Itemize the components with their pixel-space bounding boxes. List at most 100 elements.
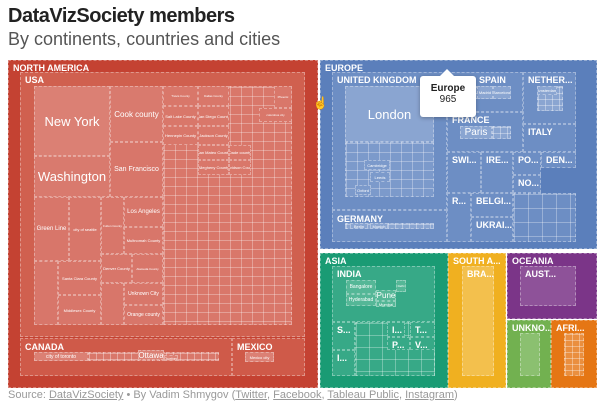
facebook-link[interactable]: Facebook <box>273 389 322 401</box>
footer: Source: DataVizSociety • By Vadim Shmygo… <box>8 389 458 401</box>
city-san-francisco[interactable]: San Francisco <box>110 142 163 197</box>
city-leeds[interactable]: Leeds <box>370 172 390 182</box>
country-label: SPAIN <box>479 75 506 85</box>
city-barcelona[interactable]: Barcelona <box>493 86 511 99</box>
city-multnomah-county[interactable]: Multnomah County <box>124 227 163 254</box>
city-dade-county[interactable]: Dade county <box>229 145 251 160</box>
country-label: CANADA <box>25 342 64 352</box>
country-label: I... <box>337 353 348 363</box>
country-label: UNITED KINGDOM <box>337 75 417 85</box>
chart-title: DataVizSociety members <box>8 5 235 27</box>
continent-label: NORTH AMERICA <box>13 63 90 73</box>
country-label: ITALY <box>528 127 553 137</box>
city-munich[interactable]: Munich <box>370 223 388 229</box>
country-ukraine[interactable]: UKRAI... <box>471 217 513 242</box>
city-ottawa[interactable]: Ottawa <box>138 350 164 360</box>
country-norway[interactable]: NO... <box>513 175 541 193</box>
tooltip-name: Europe <box>430 83 466 94</box>
city-travis-county[interactable]: Travis County <box>163 86 198 106</box>
city-delhi[interactable]: Delhi <box>396 280 406 292</box>
city-san-diego-county[interactable]: San Diego County <box>198 106 229 126</box>
city-mumbai[interactable]: Mumbai <box>376 301 396 307</box>
continent-label: EUROPE <box>325 63 364 73</box>
country-label: S... <box>337 325 351 335</box>
country-switzerland[interactable]: SWI... <box>447 152 481 193</box>
city-new-york[interactable]: New York <box>34 86 110 156</box>
city-amsterdam[interactable]: Amsterdam <box>537 86 557 95</box>
country-australia[interactable]: AUST... <box>520 266 576 306</box>
country-label: V... <box>415 340 428 350</box>
city-block-small <box>34 261 58 325</box>
city-bangalore[interactable]: Bangalore <box>346 280 376 294</box>
instagram-link[interactable]: Instagram <box>405 389 454 401</box>
city-pune[interactable]: Pune <box>376 290 396 301</box>
source-link[interactable]: DataVizSociety <box>48 389 124 401</box>
footer-close: ) <box>454 389 458 401</box>
country-v[interactable]: V... <box>410 337 435 350</box>
city-san-mateo-county[interactable]: San Mateo County <box>198 145 229 160</box>
city-cambridge[interactable]: Cambridge <box>364 160 390 170</box>
city-oxford[interactable]: Oxford <box>355 185 371 195</box>
continent-label: OCEANIA <box>512 256 554 266</box>
hand-cursor-icon: ☝ <box>313 96 328 110</box>
tooltip-value: 965 <box>439 94 457 105</box>
country-i[interactable]: I... <box>387 322 405 337</box>
country-i2[interactable]: I... <box>332 350 355 376</box>
country-denmark[interactable]: DEN... <box>541 152 576 168</box>
africa-cities <box>564 333 584 376</box>
country-portugal[interactable]: PO... <box>513 152 541 175</box>
country-p[interactable]: P... <box>387 337 410 350</box>
city-orange-county[interactable]: Orange county <box>124 305 163 325</box>
country-belgium[interactable]: BELGI... <box>471 193 513 217</box>
city-toronto[interactable]: city of toronto <box>34 352 88 361</box>
continent-label: UNKNO... <box>512 323 553 333</box>
city-denver-county[interactable]: Denver County <box>101 254 132 283</box>
city-paris[interactable]: Paris <box>460 126 492 139</box>
tooltip: Europe 965 <box>420 69 476 117</box>
city-los-angeles[interactable]: Los Angeles <box>124 197 163 227</box>
chart-subtitle: By continents, countries and cities <box>8 29 281 49</box>
city-unknown-city[interactable]: Unknown City <box>124 283 163 305</box>
city-seattle[interactable]: city of seattle <box>69 197 101 261</box>
tableau-public-link[interactable]: Tableau Public <box>327 389 399 401</box>
country-r[interactable]: R... <box>447 193 471 242</box>
city-santa-clara-county[interactable]: Santa Clara County <box>58 261 101 295</box>
continent-label: AFRI... <box>556 323 585 333</box>
twitter-link[interactable]: Twitter <box>235 389 268 401</box>
city-middlesex-county[interactable]: Middlesex County <box>58 295 101 325</box>
city-columbus[interactable]: columbus city <box>259 108 292 122</box>
city-green-line[interactable]: Green Line <box>34 197 69 261</box>
continent-label: ASIA <box>325 256 347 266</box>
city-phoenix[interactable]: Phoenix <box>274 86 292 108</box>
city-allegheny-county[interactable]: Allegheny County <box>198 160 229 175</box>
city-mexico-city[interactable]: Mexico city <box>245 352 274 362</box>
country-italy[interactable]: ITALY <box>523 124 576 152</box>
unknown-cities <box>520 333 540 376</box>
country-label: I... <box>392 325 403 335</box>
city-davidson-county[interactable]: Davidson County <box>229 160 251 175</box>
city-hyderabad[interactable]: Hyderabad <box>346 294 376 306</box>
city-cook-county[interactable]: Cook county <box>110 86 163 142</box>
country-label: FRANCE <box>452 115 490 125</box>
city-berlin[interactable]: Berlin <box>350 223 368 229</box>
country-label: MEXICO <box>237 342 273 352</box>
city-salt-lake-county[interactable]: Salt Lake County <box>163 106 198 126</box>
country-label: NETHER... <box>528 75 573 85</box>
city-quebec[interactable]: Quebec <box>164 355 178 361</box>
city-madrid[interactable]: Madrid <box>477 86 493 99</box>
city-jackson-county[interactable]: Jackson County <box>198 126 229 145</box>
country-label: BELGI... <box>476 196 512 206</box>
city-dallas-county[interactable]: Dallas County <box>198 86 229 106</box>
country-ireland[interactable]: IRE... <box>481 152 513 193</box>
country-brazil[interactable]: BRA... <box>462 266 494 376</box>
city-hennepin-county[interactable]: Hennepin County <box>163 126 198 145</box>
country-label: BRA... <box>467 269 494 279</box>
continent-unknown[interactable]: UNKNO... <box>507 320 553 388</box>
source-label: Source: <box>8 389 46 401</box>
city-fulton-county[interactable]: Fulton County <box>101 197 124 254</box>
city-washington[interactable]: Washington <box>34 156 110 197</box>
country-t[interactable]: T... <box>410 322 435 337</box>
country-s[interactable]: S... <box>332 322 355 350</box>
city-alameda-county[interactable]: Alameda County <box>132 254 163 283</box>
country-label: P... <box>392 340 405 350</box>
